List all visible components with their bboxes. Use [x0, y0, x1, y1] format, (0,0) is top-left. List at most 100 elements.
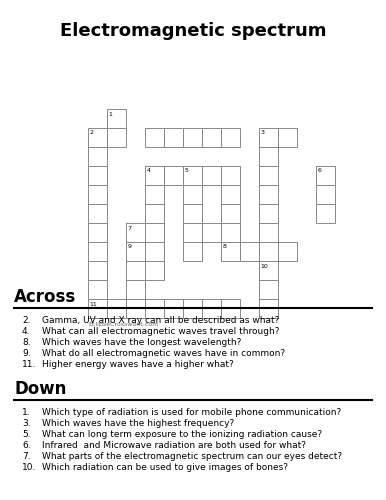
- Text: Higher energy waves have a higher what?: Higher energy waves have a higher what?: [42, 360, 234, 369]
- Bar: [202, 166, 221, 185]
- Text: What parts of the electromagnetic spectrum can our eyes detect?: What parts of the electromagnetic spectr…: [42, 452, 342, 461]
- Bar: [88, 299, 107, 318]
- Bar: [278, 128, 297, 147]
- Bar: [221, 185, 240, 204]
- Bar: [183, 299, 202, 318]
- Bar: [107, 299, 126, 318]
- Bar: [88, 242, 107, 261]
- Bar: [107, 109, 126, 128]
- Text: Infrared  and Microwave radiation are both used for what?: Infrared and Microwave radiation are bot…: [42, 441, 306, 450]
- Bar: [88, 166, 107, 185]
- Bar: [221, 223, 240, 242]
- Text: What do all electromagnetic waves have in common?: What do all electromagnetic waves have i…: [42, 349, 285, 358]
- Bar: [145, 242, 164, 261]
- Text: Gamma, UV and X ray can all be described as what?: Gamma, UV and X ray can all be described…: [42, 316, 279, 325]
- Bar: [88, 261, 107, 280]
- Text: 8: 8: [222, 244, 226, 250]
- Bar: [259, 242, 278, 261]
- Bar: [164, 128, 183, 147]
- Text: 11: 11: [90, 302, 97, 306]
- Bar: [126, 261, 145, 280]
- Bar: [259, 128, 278, 147]
- Text: 7: 7: [127, 226, 132, 230]
- Bar: [88, 223, 107, 242]
- Text: 9.: 9.: [22, 349, 30, 358]
- Bar: [88, 280, 107, 299]
- Bar: [240, 242, 259, 261]
- Text: Which waves have the longest wavelength?: Which waves have the longest wavelength?: [42, 338, 241, 347]
- Text: 6: 6: [318, 168, 322, 173]
- Bar: [107, 128, 126, 147]
- Bar: [183, 166, 202, 185]
- Text: What can long term exposure to the ionizing radiation cause?: What can long term exposure to the ioniz…: [42, 430, 322, 439]
- Bar: [164, 166, 183, 185]
- Text: 1: 1: [108, 112, 112, 116]
- Bar: [88, 147, 107, 166]
- Bar: [259, 204, 278, 223]
- Bar: [126, 223, 145, 242]
- Text: 7.: 7.: [22, 452, 30, 461]
- Text: Which type of radiation is used for mobile phone communication?: Which type of radiation is used for mobi…: [42, 408, 341, 417]
- Bar: [88, 204, 107, 223]
- Text: EclipseCrossword.com: EclipseCrossword.com: [88, 322, 158, 327]
- Text: What can all electromagnetic waves travel through?: What can all electromagnetic waves trave…: [42, 327, 279, 336]
- Bar: [221, 299, 240, 318]
- Bar: [145, 299, 164, 318]
- Text: 10: 10: [261, 264, 268, 268]
- Text: 2.: 2.: [22, 316, 30, 325]
- Bar: [126, 242, 145, 261]
- Bar: [202, 223, 221, 242]
- Text: Electromagnetic spectrum: Electromagnetic spectrum: [60, 22, 326, 40]
- Bar: [145, 185, 164, 204]
- Bar: [259, 185, 278, 204]
- Bar: [126, 299, 145, 318]
- Bar: [145, 261, 164, 280]
- Bar: [183, 204, 202, 223]
- Text: 3.: 3.: [22, 419, 30, 428]
- Bar: [202, 128, 221, 147]
- Text: 5: 5: [185, 168, 188, 173]
- Bar: [183, 223, 202, 242]
- Bar: [259, 261, 278, 280]
- Bar: [183, 128, 202, 147]
- Text: 6.: 6.: [22, 441, 30, 450]
- Bar: [164, 299, 183, 318]
- Text: 2: 2: [90, 130, 93, 136]
- Bar: [88, 185, 107, 204]
- Bar: [221, 204, 240, 223]
- Text: 4: 4: [147, 168, 151, 173]
- Text: 9: 9: [127, 244, 132, 250]
- Bar: [259, 299, 278, 318]
- Bar: [221, 242, 240, 261]
- Text: Which radiation can be used to give images of bones?: Which radiation can be used to give imag…: [42, 463, 288, 472]
- Bar: [316, 185, 335, 204]
- Bar: [316, 204, 335, 223]
- Text: 8.: 8.: [22, 338, 30, 347]
- Text: 3: 3: [261, 130, 264, 136]
- Bar: [88, 128, 107, 147]
- Text: Which waves have the highest frequency?: Which waves have the highest frequency?: [42, 419, 234, 428]
- Text: 11.: 11.: [22, 360, 36, 369]
- Text: 1.: 1.: [22, 408, 30, 417]
- Text: 4.: 4.: [22, 327, 30, 336]
- Bar: [202, 299, 221, 318]
- Text: Down: Down: [14, 380, 66, 398]
- Bar: [221, 166, 240, 185]
- Bar: [316, 166, 335, 185]
- Bar: [145, 204, 164, 223]
- Bar: [259, 280, 278, 299]
- Bar: [126, 280, 145, 299]
- Bar: [278, 242, 297, 261]
- Bar: [145, 223, 164, 242]
- Bar: [183, 185, 202, 204]
- Bar: [183, 242, 202, 261]
- Bar: [145, 166, 164, 185]
- Bar: [259, 223, 278, 242]
- Text: 10.: 10.: [22, 463, 36, 472]
- Bar: [259, 166, 278, 185]
- Bar: [145, 128, 164, 147]
- Bar: [221, 128, 240, 147]
- Text: Across: Across: [14, 288, 76, 306]
- Bar: [259, 147, 278, 166]
- Text: 5.: 5.: [22, 430, 30, 439]
